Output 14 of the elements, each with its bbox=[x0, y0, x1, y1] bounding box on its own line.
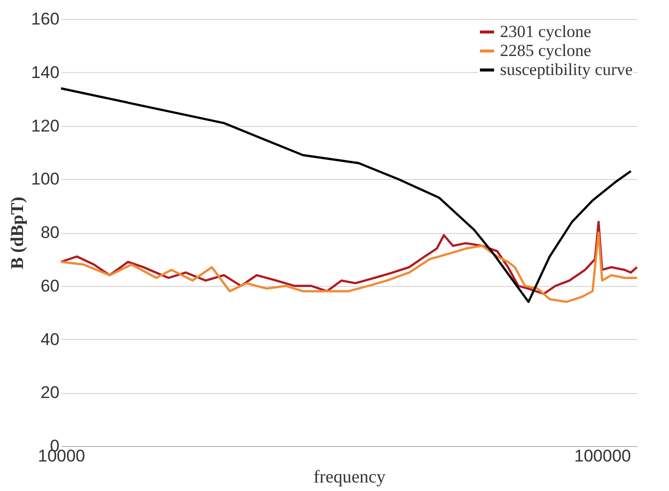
y-axis-title: B (dBpT) bbox=[7, 196, 28, 270]
y-tick-label: 140 bbox=[31, 62, 60, 82]
x-axis-title: frequency bbox=[314, 466, 386, 486]
y-tick-label: 160 bbox=[31, 10, 60, 28]
y-tick-label: 20 bbox=[40, 383, 60, 402]
legend-label: susceptibility curve bbox=[500, 60, 633, 79]
y-tick-label: 80 bbox=[40, 223, 60, 242]
legend-label: 2301 cyclone bbox=[500, 22, 592, 41]
x-tick-label: 100000 bbox=[574, 446, 631, 466]
legend-label: 2285 cyclone bbox=[500, 41, 592, 60]
y-tick-label: 120 bbox=[31, 116, 60, 136]
y-tick-label: 100 bbox=[31, 170, 60, 189]
y-tick-label: 40 bbox=[40, 330, 60, 349]
y-tick-label: 60 bbox=[40, 276, 60, 296]
